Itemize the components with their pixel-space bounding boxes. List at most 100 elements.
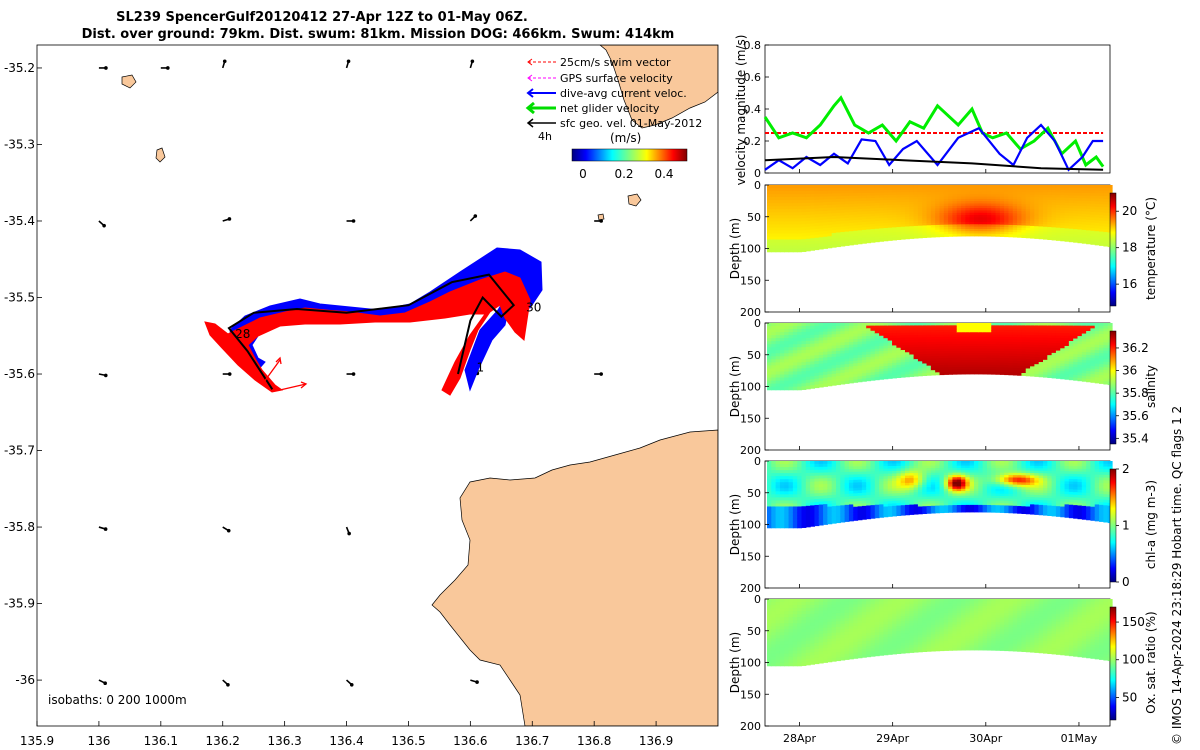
section-cell <box>986 334 992 338</box>
section-cell <box>1047 345 1053 349</box>
section-cell <box>814 202 820 207</box>
section-cell <box>874 192 880 196</box>
section-cell <box>948 323 954 326</box>
section-cell <box>926 323 932 326</box>
section-cell <box>814 187 820 192</box>
section-cell <box>879 190 885 194</box>
section-cell <box>1064 207 1070 212</box>
section-cell <box>1064 192 1070 196</box>
section-cell <box>922 475 928 479</box>
section-cell <box>986 329 992 333</box>
section-ytick-label: 50 <box>747 211 761 224</box>
section-cell <box>1008 465 1014 469</box>
section-cell <box>883 190 889 194</box>
section-cell <box>974 477 979 481</box>
section-cell <box>883 230 889 234</box>
section-cell <box>866 208 872 212</box>
section-cell <box>1012 199 1018 203</box>
section-cell <box>913 347 919 351</box>
section-cell <box>801 236 807 240</box>
section-cell <box>810 367 816 371</box>
section-cell <box>771 470 777 474</box>
section-cell <box>999 215 1005 219</box>
section-cell <box>995 185 1001 188</box>
geo-vector-head <box>349 682 354 687</box>
section-cell <box>792 221 798 225</box>
section-cell <box>986 493 992 497</box>
section-cell <box>805 511 811 516</box>
section-cell <box>1025 208 1031 212</box>
section-cell <box>1090 323 1096 327</box>
section-cell <box>861 224 867 228</box>
section-cell <box>1025 232 1031 236</box>
section-cell <box>784 503 790 508</box>
section-cell <box>1012 334 1018 338</box>
section-cell <box>814 346 820 350</box>
section-cell <box>801 200 807 204</box>
section-cell <box>1047 347 1053 351</box>
section-cell <box>943 231 949 235</box>
section-cell <box>926 496 932 500</box>
section-cell <box>874 471 880 475</box>
section-cell <box>913 501 919 505</box>
section-cell <box>1017 365 1023 369</box>
section-cell <box>788 188 794 192</box>
section-cell <box>1086 336 1092 340</box>
section-cell <box>1099 361 1104 365</box>
section-cell <box>1008 472 1014 476</box>
section-cell <box>892 505 897 509</box>
section-cell <box>1021 187 1027 191</box>
section-cell <box>1017 341 1023 345</box>
section-cell <box>857 484 863 489</box>
section-cell <box>771 347 777 351</box>
section-cell <box>999 505 1005 509</box>
section-cell <box>857 360 863 364</box>
section-cell <box>999 327 1005 331</box>
section-cell <box>844 339 850 343</box>
section-cell <box>853 374 859 378</box>
section-cell <box>986 362 992 366</box>
section-cell <box>814 214 820 218</box>
section-cell <box>866 239 872 244</box>
section-cell <box>779 464 785 468</box>
section-cell <box>999 353 1005 357</box>
section-cell <box>883 473 889 477</box>
section-cell <box>1051 352 1057 356</box>
section-cell <box>1055 358 1061 362</box>
section-cell <box>836 201 841 206</box>
section-cell <box>1090 233 1096 237</box>
section-cell <box>861 471 867 475</box>
section-cell <box>805 461 811 465</box>
section-cell <box>978 486 984 490</box>
section-cell <box>818 492 824 497</box>
section-cell <box>788 521 794 526</box>
section-cell <box>935 360 941 364</box>
section-cell <box>1064 330 1070 334</box>
section-cell <box>939 369 945 373</box>
section-cell <box>900 362 906 366</box>
section-cell <box>827 213 833 217</box>
section-cell <box>801 242 807 246</box>
section-cell <box>853 214 859 218</box>
section-cell <box>1081 336 1087 340</box>
section-cell <box>1099 355 1104 360</box>
section-cell <box>879 195 885 199</box>
section-cell <box>952 509 958 513</box>
section-cell <box>844 328 850 332</box>
section-cell <box>999 509 1005 513</box>
section-cell <box>805 493 811 498</box>
section-cell <box>866 190 872 194</box>
section-cell <box>961 481 966 485</box>
section-cell <box>991 185 997 188</box>
section-cell <box>1047 350 1053 354</box>
section-cell <box>1068 359 1074 363</box>
section-cell <box>956 463 962 467</box>
section-cell <box>1090 219 1096 224</box>
section-cell <box>939 362 945 366</box>
section-cell <box>797 194 803 198</box>
section-cell <box>991 325 997 329</box>
section-cell <box>801 515 807 519</box>
section-cell <box>844 215 850 219</box>
section-cell <box>991 493 997 497</box>
section-cell <box>810 481 816 486</box>
